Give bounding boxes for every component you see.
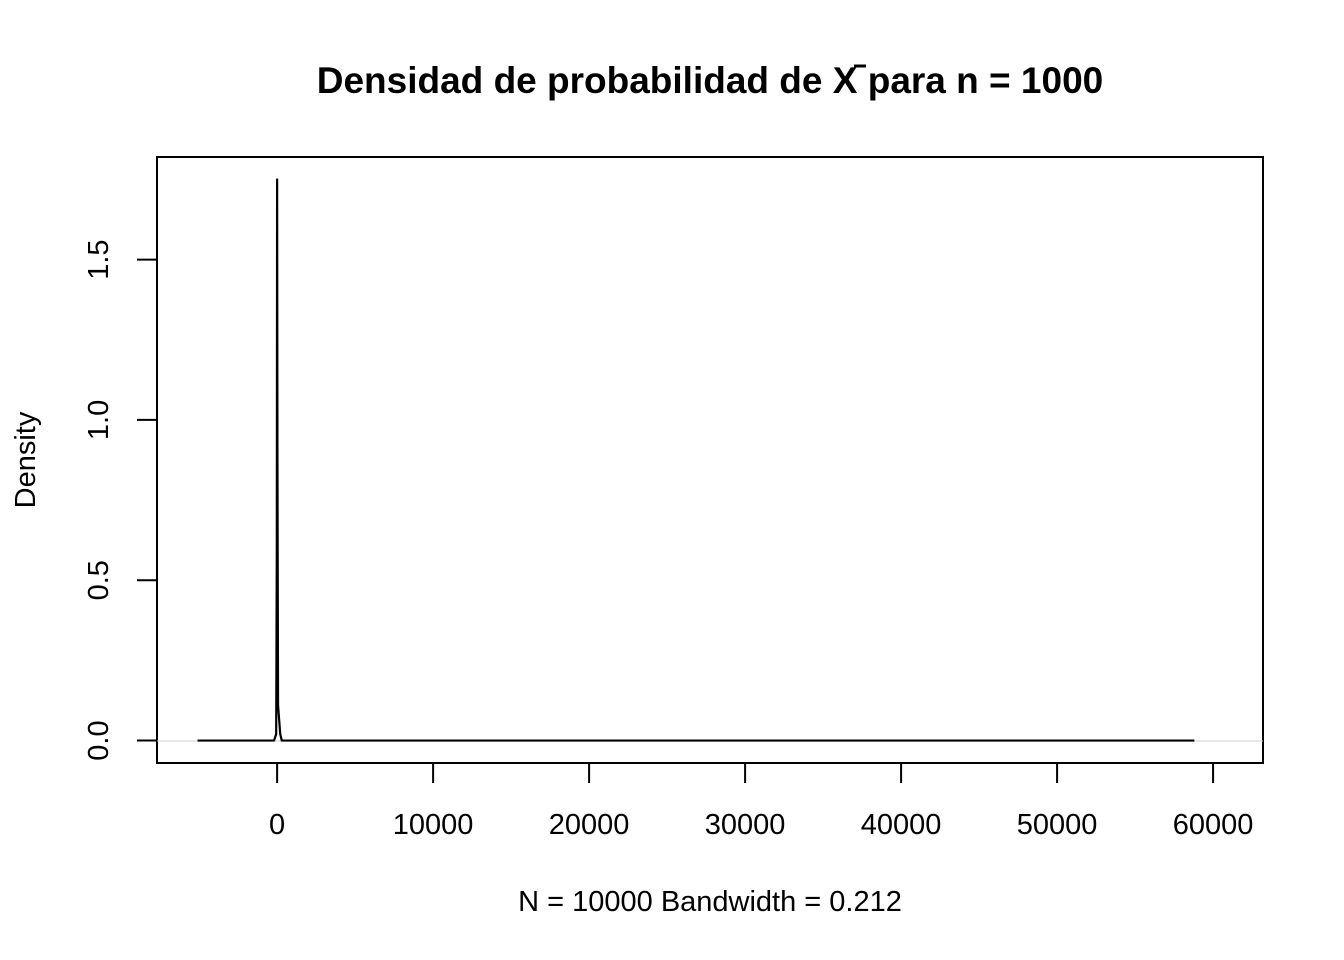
x-tick-label: 30000 xyxy=(705,809,786,841)
title-suffix: para n = 1000 xyxy=(857,60,1103,101)
x-axis-label: N = 10000 Bandwidth = 0.212 xyxy=(518,886,902,918)
y-axis-label: Density xyxy=(10,411,42,508)
x-tick-label: 20000 xyxy=(549,809,630,841)
title-variable: X xyxy=(833,60,858,101)
x-tick-label: 60000 xyxy=(1173,809,1254,841)
chart-title: Densidad de probabilidad de X para n = 1… xyxy=(317,60,1104,101)
title-prefix: Densidad de probabilidad de xyxy=(317,60,833,101)
density-line xyxy=(197,178,1195,742)
x-tick-label: 10000 xyxy=(393,809,474,841)
x-tick-label: 40000 xyxy=(861,809,942,841)
y-tick-label: 1.0 xyxy=(83,400,115,440)
x-tick-label: 0 xyxy=(269,809,285,841)
plot-frame xyxy=(156,156,1264,764)
y-tick-label: 1.5 xyxy=(83,239,115,279)
x-axis: 0 10000 20000 30000 40000 50000 60000 xyxy=(269,762,1254,841)
y-tick-label: 0.5 xyxy=(83,560,115,600)
x-tick-label: 50000 xyxy=(1017,809,1098,841)
y-tick-label: 0.0 xyxy=(83,720,115,760)
y-axis: 0.0 0.5 1.0 1.5 xyxy=(83,239,158,761)
